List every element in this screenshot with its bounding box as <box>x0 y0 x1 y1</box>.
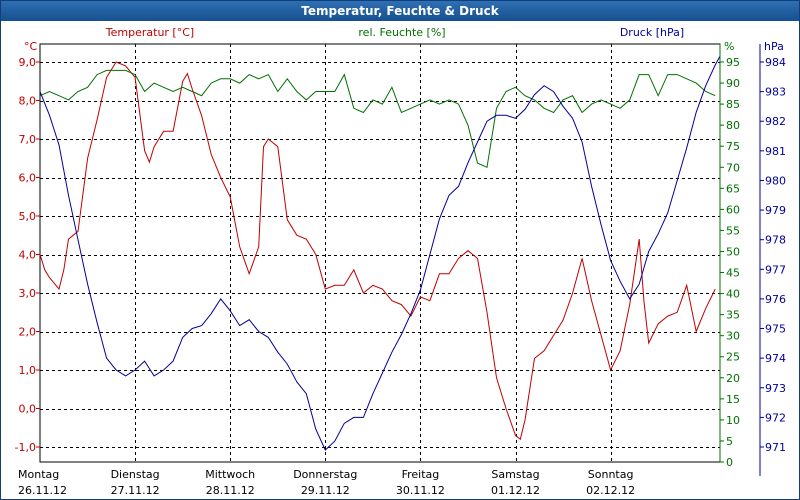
x-label-date: 01.12.12 <box>491 484 540 497</box>
pressure-tick-label: 975 <box>765 323 786 336</box>
temperature-unit: °C <box>24 40 38 53</box>
humidity-tick-label: 30 <box>726 330 740 343</box>
x-axis-labels: Montag 26.11.12 Dienstag 27.11.12 Mittwoch 28… <box>18 468 635 497</box>
temperature-tick-label: 4,0 <box>19 249 37 262</box>
temperature-tick-label: 5,0 <box>19 210 37 223</box>
temperature-tick-label: -1,0 <box>15 441 36 454</box>
humidity-tick-label: 55 <box>726 224 740 237</box>
temperature-axis-title: Temperatur [°C] <box>105 26 194 39</box>
pressure-tick-label: 980 <box>765 174 786 187</box>
humidity-tick-label: 25 <box>726 351 740 364</box>
temperature-axis-ticks: 9,0 8,0 7,0 6,0 5,0 4,0 3,0 2,0 1,0 0,0 -1,0 <box>15 56 40 454</box>
pressure-tick-label: 971 <box>765 441 786 454</box>
temperature-tick-label: 7,0 <box>19 133 37 146</box>
humidity-tick-label: 5 <box>726 435 733 448</box>
x-label-date: 30.11.12 <box>396 484 445 497</box>
pressure-tick-label: 979 <box>765 204 786 217</box>
x-label-day: Sonntag <box>588 468 634 481</box>
humidity-tick-label: 10 <box>726 414 740 427</box>
temperature-tick-label: 9,0 <box>19 56 37 69</box>
x-label-day: Samstag <box>491 468 539 481</box>
humidity-tick-label: 50 <box>726 245 740 258</box>
plot-frame <box>39 43 721 463</box>
temperature-tick-label: 8,0 <box>19 95 37 108</box>
window-title: Temperatur, Feuchte & Druck <box>1 1 799 21</box>
temperature-tick-label: 0,0 <box>19 403 37 416</box>
grid-lines <box>40 44 720 462</box>
x-label-date: 28.11.12 <box>206 484 255 497</box>
humidity-tick-label: 20 <box>726 372 740 385</box>
temperature-tick-label: 3,0 <box>19 287 37 300</box>
pressure-axis-title: Druck [hPa] <box>620 26 684 39</box>
temperature-tick-label: 6,0 <box>19 172 37 185</box>
humidity-tick-label: 70 <box>726 161 740 174</box>
pressure-unit: hPa <box>764 40 784 53</box>
pressure-tick-label: 978 <box>765 234 786 247</box>
x-label-date: 27.11.12 <box>111 484 160 497</box>
humidity-tick-label: 15 <box>726 393 740 406</box>
x-label-day: Mittwoch <box>205 468 255 481</box>
temperature-tick-label: 2,0 <box>19 326 37 339</box>
x-label-date: 02.12.12 <box>586 484 635 497</box>
pressure-tick-label: 976 <box>765 293 786 306</box>
humidity-tick-label: 90 <box>726 77 740 90</box>
pressure-tick-label: 977 <box>765 263 786 276</box>
humidity-axis-title: rel. Feuchte [%] <box>358 26 445 39</box>
humidity-line <box>39 69 716 169</box>
humidity-tick-label: 95 <box>726 56 740 69</box>
humidity-tick-label: 65 <box>726 182 740 195</box>
x-label-date: 29.11.12 <box>301 484 350 497</box>
humidity-unit: % <box>724 40 734 53</box>
humidity-tick-label: 75 <box>726 140 740 153</box>
x-label-day: Freitag <box>402 468 440 481</box>
temperature-tick-label: 1,0 <box>19 364 37 377</box>
humidity-tick-label: 60 <box>726 203 740 216</box>
pressure-tick-label: 983 <box>765 86 786 99</box>
humidity-tick-label: 80 <box>726 119 740 132</box>
x-label-day: Dienstag <box>111 468 160 481</box>
pressure-tick-label: 972 <box>765 411 786 424</box>
series-lines <box>39 55 721 451</box>
humidity-tick-label: 0 <box>726 456 733 469</box>
x-label-date: 26.11.12 <box>18 484 67 497</box>
x-label-day: Montag <box>18 468 59 481</box>
pressure-tick-label: 974 <box>765 352 786 365</box>
x-label-day: Donnerstag <box>293 468 357 481</box>
pressure-tick-label: 973 <box>765 382 786 395</box>
pressure-line <box>39 55 721 451</box>
pressure-tick-label: 982 <box>765 115 786 128</box>
pressure-tick-label: 981 <box>765 145 786 158</box>
humidity-tick-label: 35 <box>726 309 740 322</box>
humidity-tick-label: 40 <box>726 288 740 301</box>
temperature-line <box>39 61 716 441</box>
pressure-tick-label: 984 <box>765 56 786 69</box>
pressure-axis-ticks: 984 983 982 981 980 979 978 977 976 975 974 973 972 9… <box>760 56 786 454</box>
humidity-tick-label: 45 <box>726 267 740 280</box>
humidity-tick-label: 85 <box>726 98 740 111</box>
